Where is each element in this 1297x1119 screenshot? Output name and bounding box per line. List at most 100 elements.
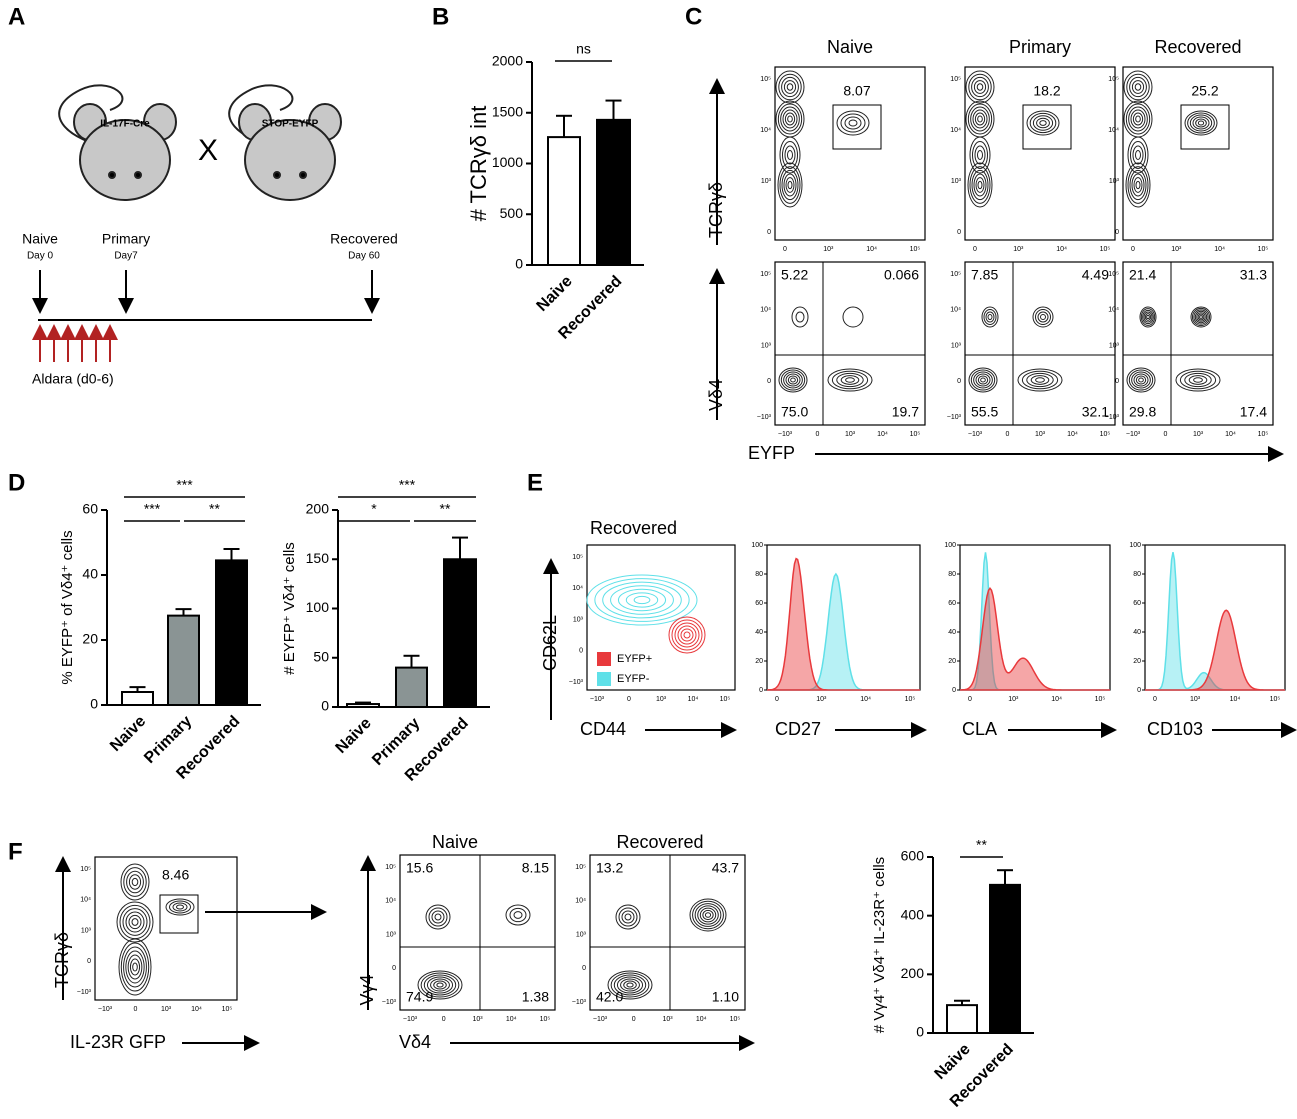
contour (1195, 118, 1207, 128)
contour (1131, 173, 1145, 197)
tick-label: 10⁴ (860, 696, 871, 703)
tick-label: −10³ (1126, 431, 1141, 438)
y-tick-label: 20 (82, 631, 98, 647)
contour (974, 145, 986, 165)
quadrant-value: 4.49 (1082, 267, 1109, 283)
contour (1135, 150, 1141, 160)
contour (127, 954, 143, 980)
quadrant-value: 55.5 (971, 404, 998, 420)
tick-label: 10⁵ (1100, 246, 1111, 253)
bar (946, 1004, 978, 1035)
contour (436, 982, 444, 988)
tick-label: 10⁵ (950, 76, 961, 83)
contour (1026, 110, 1060, 136)
contour (1144, 313, 1152, 321)
y-tick-label: 500 (500, 205, 524, 221)
contour (1026, 372, 1054, 388)
contour (781, 169, 799, 201)
legend-swatch (597, 652, 611, 666)
tick-label: 10⁴ (688, 696, 699, 703)
tick-label: 10⁴ (575, 898, 586, 905)
y-tick-label: 40 (948, 629, 956, 636)
contour (785, 177, 795, 193)
treatment-arrows (32, 324, 118, 362)
quadrant-value: 1.10 (712, 989, 739, 1005)
contour (787, 150, 793, 160)
contour (1040, 314, 1046, 320)
contour (689, 898, 727, 932)
contour (1184, 372, 1212, 388)
contour (126, 870, 144, 894)
quadrant-value: 74.9 (406, 989, 433, 1005)
tick-label: 10³ (81, 927, 92, 934)
tick-label: −10³ (403, 1016, 418, 1023)
contour (1125, 162, 1151, 208)
contour (787, 375, 799, 385)
y-tick-label: 60 (948, 600, 956, 607)
quadrant-value: 31.3 (1240, 267, 1267, 283)
contour (977, 115, 983, 123)
quadrant-value: 29.8 (1129, 404, 1156, 420)
contour (1130, 109, 1146, 129)
contour (621, 910, 635, 924)
contour (677, 625, 697, 645)
contour (970, 369, 996, 391)
contour (1037, 311, 1049, 323)
contour (1189, 114, 1213, 132)
tick-label: 10⁵ (540, 1016, 551, 1023)
contour (848, 119, 858, 127)
tick-label: 10⁵ (1095, 696, 1106, 703)
tick-label: 10⁵ (730, 1016, 741, 1023)
y-tick-label: 0 (1137, 687, 1141, 694)
y-tick-label: 200 (306, 501, 330, 517)
contour (433, 980, 447, 990)
tick-label: 10³ (576, 931, 587, 938)
gate (159, 894, 199, 934)
panel-letter: D (8, 469, 25, 496)
legend-label: EYFP+ (617, 653, 652, 665)
bar (215, 559, 248, 706)
contour (602, 581, 682, 619)
contour (1190, 306, 1212, 328)
contour (972, 141, 988, 169)
tick-label: 0 (392, 965, 396, 972)
mouse (228, 84, 342, 201)
contour (971, 76, 989, 98)
contour (169, 900, 191, 914)
contour (831, 370, 869, 390)
tick-label: 10³ (951, 342, 962, 349)
gate (1180, 104, 1230, 150)
contour (1143, 311, 1153, 323)
y-tick-label: 100 (751, 542, 763, 549)
contour (1197, 313, 1205, 321)
y-tick-label: 50 (313, 648, 329, 664)
contour (1032, 115, 1054, 131)
contour (1135, 375, 1147, 385)
contour (123, 867, 147, 897)
contour (702, 909, 714, 921)
contour (845, 377, 855, 383)
tick-label: 10⁵ (760, 76, 771, 83)
tick-label: 10⁵ (760, 271, 771, 278)
tick-label: 10³ (761, 178, 772, 185)
gate (832, 104, 882, 150)
y-tick-label: 60 (1133, 600, 1141, 607)
tick-label: 10⁵ (1108, 271, 1119, 278)
contour (131, 918, 139, 926)
y-tick-label: 60 (82, 501, 98, 517)
contour (775, 70, 805, 104)
contour (787, 180, 793, 190)
contour (783, 80, 797, 94)
contour (594, 578, 690, 622)
tick-label: 10⁴ (80, 897, 91, 904)
y-tick-label: 100 (944, 542, 956, 549)
contour (1126, 73, 1150, 101)
contour (128, 914, 142, 930)
contour (790, 377, 796, 383)
panel-letter: A (8, 3, 25, 30)
x-axis-label: Vδ4 (399, 1032, 431, 1052)
contour (1146, 314, 1150, 320)
contour (1192, 116, 1210, 130)
tick-label: 10³ (161, 1006, 172, 1013)
significance-label: *** (399, 477, 416, 493)
